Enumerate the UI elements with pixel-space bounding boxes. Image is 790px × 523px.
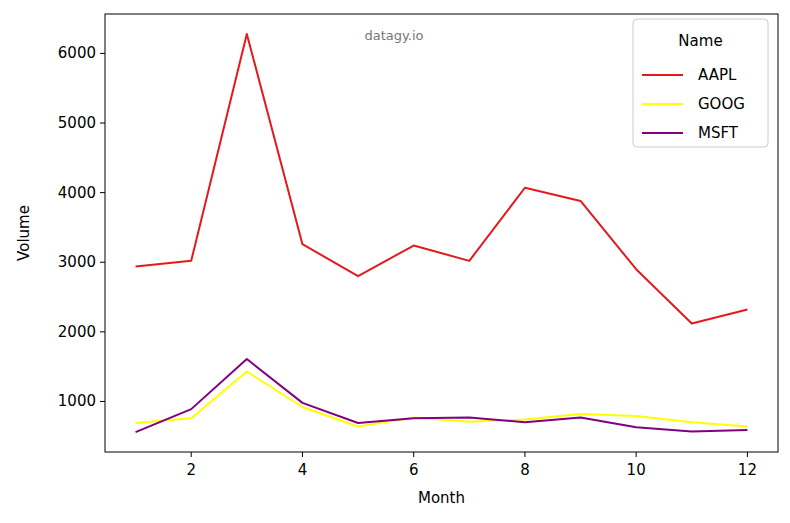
y-tick: [100, 192, 105, 193]
x-tick: [413, 452, 414, 457]
y-tick-label: 6000: [58, 44, 96, 62]
legend-swatch: [642, 74, 683, 76]
y-tick: [100, 262, 105, 263]
x-tick: [302, 452, 303, 457]
plot-frame: [105, 14, 778, 452]
legend-box: [633, 19, 768, 147]
annotation: datagy.io: [364, 28, 423, 43]
y-tick: [100, 331, 105, 332]
x-tick: [191, 452, 192, 457]
y-tick: [100, 401, 105, 402]
y-tick: [100, 123, 105, 124]
x-axis-label: Month: [418, 489, 465, 507]
chart-svg: 2 4 6 8 10 12 1000 2000 3000 4000 5000 6000 Month Vol…: [0, 0, 790, 523]
series-line: [136, 359, 748, 432]
x-tick: [636, 452, 637, 457]
legend: Name AAPL GOOG MSFT: [633, 19, 768, 147]
y-tick-label: 3000: [58, 253, 96, 271]
x-tick-label: 10: [627, 461, 646, 479]
legend-label: MSFT: [698, 124, 739, 142]
legend-title: Name: [678, 32, 722, 50]
chart-container: 2 4 6 8 10 12 1000 2000 3000 4000 5000 6000 Month Vol…: [0, 0, 790, 523]
y-tick: [100, 53, 105, 54]
legend-swatch: [642, 132, 683, 134]
x-tick-label: 12: [738, 461, 757, 479]
y-tick-label: 4000: [58, 184, 96, 202]
legend-label: AAPL: [698, 66, 737, 84]
y-tick-label: 2000: [58, 323, 96, 341]
background: [0, 0, 790, 523]
legend-label: GOOG: [698, 95, 745, 113]
x-tick: [747, 452, 748, 457]
y-axis-label: Volume: [15, 205, 33, 261]
x-tick-label: 4: [298, 461, 308, 479]
x-tick-label: 6: [409, 461, 419, 479]
legend-swatch: [642, 103, 683, 105]
x-tick-label: 8: [520, 461, 530, 479]
y-tick-label: 5000: [58, 114, 96, 132]
y-tick-label: 1000: [58, 392, 96, 410]
x-tick: [524, 452, 525, 457]
x-tick-label: 2: [186, 461, 196, 479]
